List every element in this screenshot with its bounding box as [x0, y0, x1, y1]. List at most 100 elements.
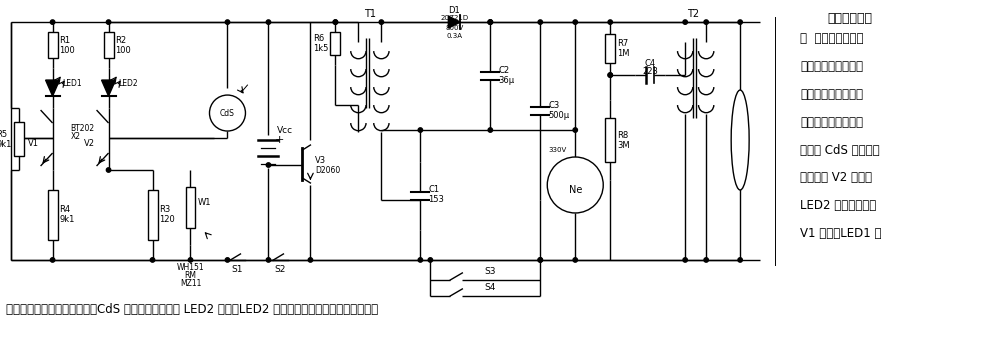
Circle shape [428, 258, 432, 262]
Circle shape [50, 20, 55, 24]
Circle shape [573, 20, 577, 24]
Circle shape [738, 20, 743, 24]
Text: R1: R1 [59, 36, 71, 45]
Circle shape [226, 20, 230, 24]
Text: R5: R5 [0, 130, 8, 139]
Text: MZ11: MZ11 [180, 279, 201, 288]
Circle shape [106, 20, 110, 24]
Circle shape [333, 20, 338, 24]
Text: V3: V3 [315, 156, 327, 164]
Text: 9k1: 9k1 [0, 139, 12, 149]
Text: C2: C2 [498, 65, 509, 75]
Circle shape [489, 20, 492, 24]
Text: BT202: BT202 [71, 124, 95, 133]
Text: 100: 100 [115, 45, 131, 55]
Circle shape [419, 258, 423, 262]
Text: 3M: 3M [618, 140, 629, 150]
Circle shape [573, 258, 577, 262]
Text: CdS: CdS [220, 108, 234, 118]
Text: S1: S1 [231, 265, 243, 275]
Circle shape [538, 258, 543, 262]
Text: 100: 100 [59, 45, 75, 55]
Circle shape [548, 157, 603, 213]
Circle shape [106, 168, 110, 172]
Circle shape [379, 20, 383, 24]
Circle shape [704, 258, 708, 262]
Text: C1: C1 [428, 186, 439, 195]
Bar [47, 32, 57, 58]
Circle shape [489, 20, 492, 24]
Circle shape [704, 20, 708, 24]
Text: 两只晶体三极管构成: 两只晶体三极管构成 [800, 59, 863, 73]
Circle shape [419, 128, 423, 132]
Text: 0.3A: 0.3A [446, 33, 462, 39]
Text: V1 导通，LED1 发: V1 导通，LED1 发 [800, 227, 882, 240]
Circle shape [573, 128, 577, 132]
Text: 800V: 800V [445, 25, 464, 31]
Bar [330, 32, 341, 55]
Text: S2: S2 [275, 265, 286, 275]
Bar [103, 32, 113, 58]
Text: S3: S3 [485, 268, 496, 276]
Circle shape [608, 73, 613, 77]
Text: Vcc: Vcc [277, 126, 293, 134]
Circle shape [608, 73, 613, 77]
Text: R3: R3 [160, 206, 170, 214]
Circle shape [226, 258, 230, 262]
Text: R4: R4 [59, 206, 71, 214]
Text: 9k1: 9k1 [59, 215, 75, 225]
Text: W1: W1 [198, 198, 211, 207]
Text: 2CZ21D: 2CZ21D [440, 15, 469, 21]
Bar [148, 190, 158, 240]
Text: 统  其测光系统是由: 统 其测光系统是由 [800, 32, 864, 45]
Text: S4: S4 [485, 283, 496, 293]
Text: LED2: LED2 [118, 78, 138, 88]
Bar [47, 190, 57, 240]
Text: T1: T1 [364, 9, 376, 19]
Ellipse shape [731, 90, 750, 190]
Text: 1M: 1M [618, 49, 629, 58]
Text: 大，于是 V2 截止，: 大，于是 V2 截止， [800, 171, 872, 184]
Circle shape [333, 20, 338, 24]
Circle shape [50, 258, 55, 262]
Text: WH151: WH151 [176, 263, 204, 272]
Circle shape [489, 20, 492, 24]
Circle shape [188, 258, 193, 262]
Text: LED2 不发光。此时: LED2 不发光。此时 [800, 200, 877, 213]
Text: 120: 120 [160, 215, 175, 225]
Text: 的。当被摄物体的亮: 的。当被摄物体的亮 [800, 88, 863, 101]
Polygon shape [101, 80, 115, 96]
Text: R8: R8 [618, 131, 628, 139]
Text: LED1: LED1 [63, 78, 82, 88]
Text: D2060: D2060 [315, 165, 341, 175]
Text: +: + [275, 135, 284, 145]
Text: X2: X2 [71, 132, 81, 140]
Text: C4: C4 [644, 58, 656, 68]
Text: R2: R2 [115, 36, 127, 45]
Text: 照相机测光系: 照相机测光系 [827, 12, 873, 25]
Bar [14, 122, 24, 156]
Circle shape [266, 258, 271, 262]
Circle shape [210, 95, 245, 131]
Polygon shape [448, 16, 460, 28]
Text: 330V: 330V [549, 147, 566, 153]
Text: 敏电阻 CdS 的阻值增: 敏电阻 CdS 的阻值增 [800, 144, 880, 157]
Circle shape [608, 20, 613, 24]
Circle shape [151, 258, 155, 262]
Bar [605, 34, 616, 63]
Bar [185, 187, 195, 228]
Text: V1: V1 [28, 139, 38, 147]
Text: 光。当被摄物的亮度增强时，CdS 的阻值减小，此时 LED2 熄灭，LED2 发光，从而提示是否使用闪光灯。: 光。当被摄物的亮度增强时，CdS 的阻值减小，此时 LED2 熄灭，LED2 发… [6, 303, 377, 316]
Text: D1: D1 [448, 6, 460, 14]
Circle shape [738, 258, 743, 262]
Polygon shape [45, 80, 59, 96]
Text: 153: 153 [428, 195, 444, 205]
Circle shape [308, 258, 312, 262]
Bar [605, 118, 616, 162]
Circle shape [538, 258, 543, 262]
Circle shape [266, 163, 271, 167]
Text: RM: RM [184, 271, 196, 281]
Circle shape [683, 258, 688, 262]
Circle shape [683, 20, 688, 24]
Text: V2: V2 [84, 139, 95, 147]
